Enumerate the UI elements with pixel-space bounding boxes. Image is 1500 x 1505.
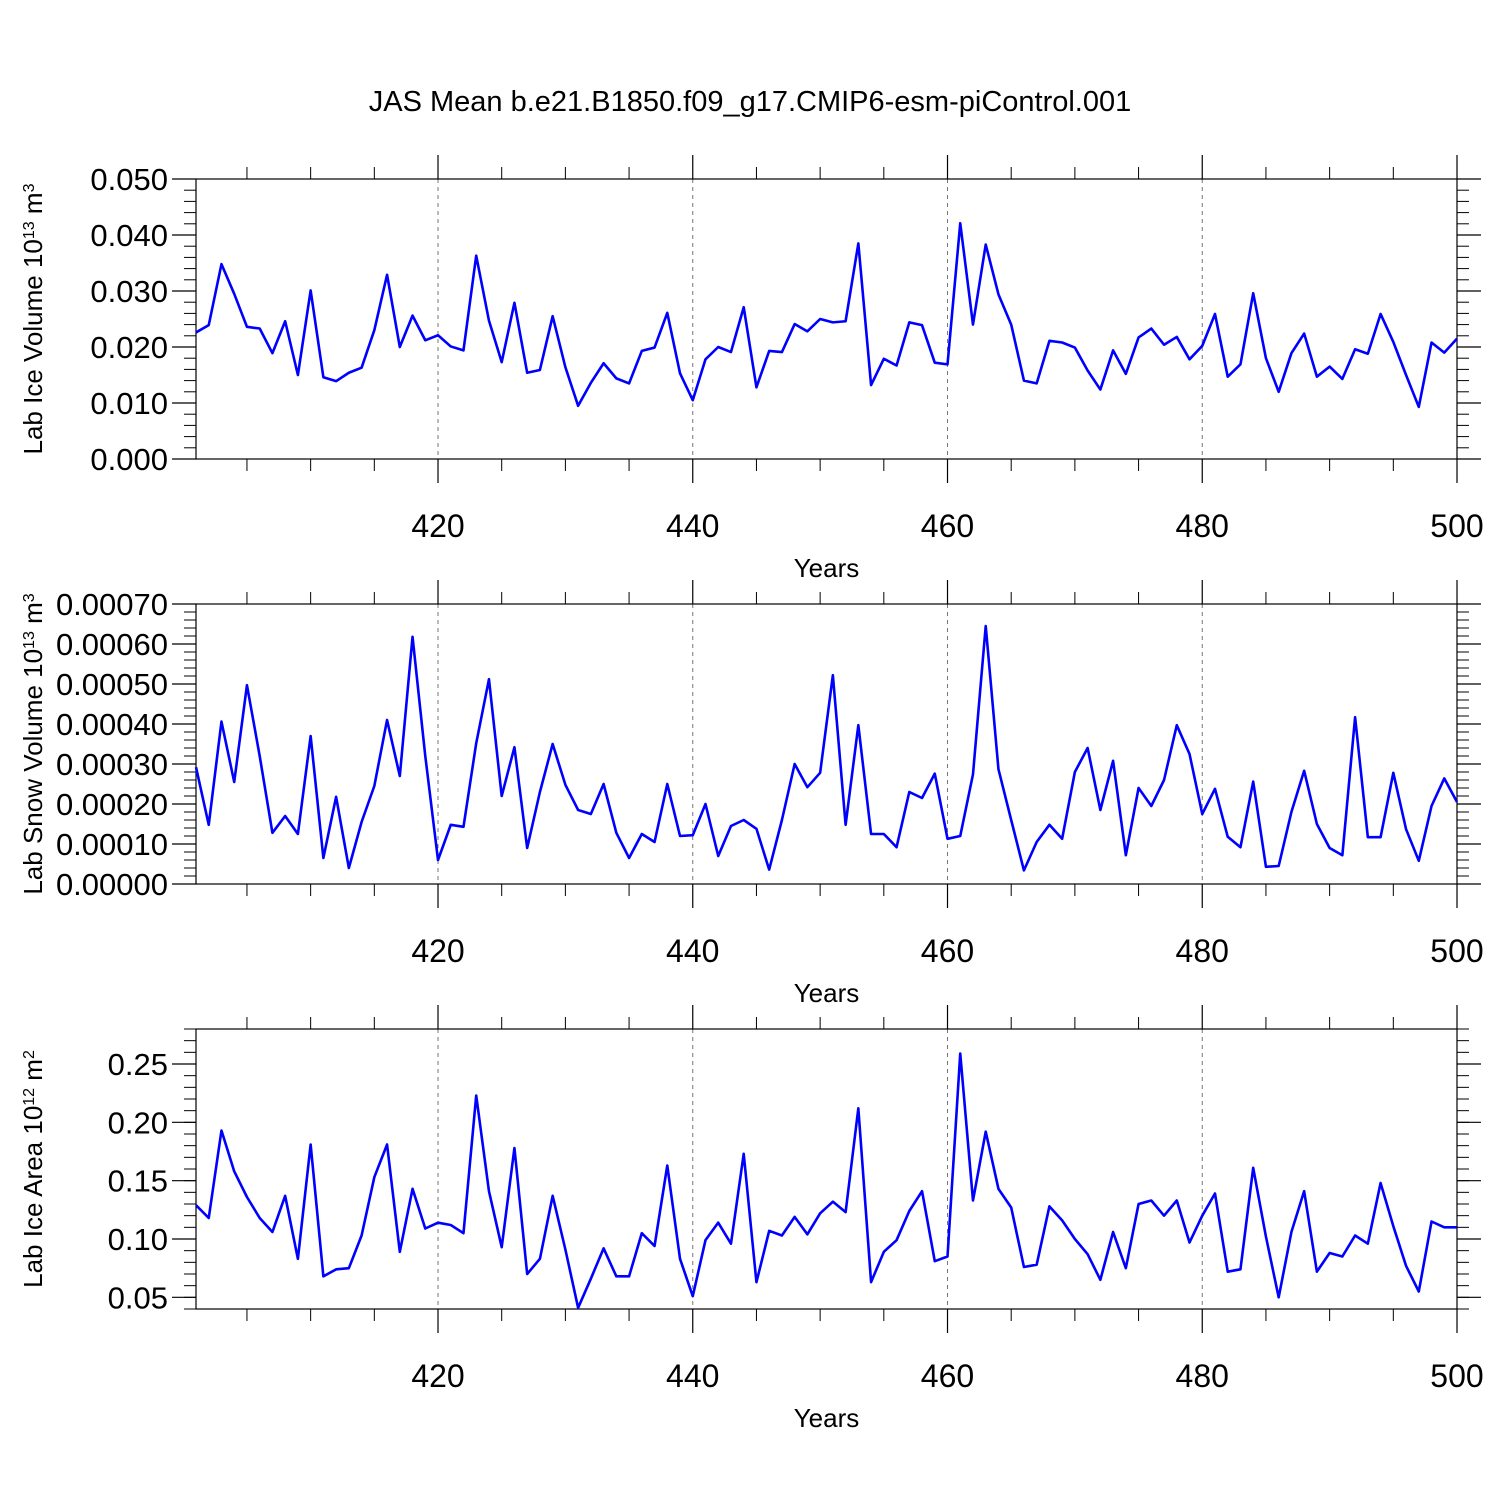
x-axis-label: Years — [794, 553, 860, 583]
x-tick-label: 460 — [921, 1358, 974, 1394]
y-tick-label: 0.00030 — [56, 747, 168, 782]
y-tick-label: 0.010 — [90, 386, 168, 421]
y-tick-label: 0.00060 — [56, 627, 168, 662]
y-tick-label: 0.000 — [90, 442, 168, 477]
plot-frame — [195, 603, 1458, 885]
y-tick-label: 0.030 — [90, 274, 168, 309]
x-tick-label: 500 — [1430, 1358, 1483, 1394]
y-tick-label: 0.15 — [108, 1164, 168, 1199]
y-tick-label: 0.050 — [90, 162, 168, 197]
x-tick-label: 480 — [1176, 933, 1229, 969]
y-axis-label-text: Lab Snow Volume 10 — [18, 649, 48, 895]
figure-title: JAS Mean b.e21.B1850.f09_g17.CMIP6-esm-p… — [368, 86, 1132, 118]
y-axis-label-superscript: 13 — [21, 221, 38, 239]
series-line — [195, 1052, 1457, 1310]
y-axis-label-text: Lab Ice Volume 10 — [18, 239, 48, 454]
y-tick-label: 0.00050 — [56, 667, 168, 702]
y-axis-label-superscript: 12 — [21, 1088, 38, 1106]
x-axis-label: Years — [794, 978, 860, 1008]
x-tick-label: 440 — [666, 1358, 719, 1394]
y-axis-label: Lab Ice Volume 1013 m3 — [18, 183, 48, 454]
y-axis-label: Lab Ice Area 1012 m2 — [18, 1050, 48, 1288]
x-tick-label: 480 — [1176, 1358, 1229, 1394]
y-tick-label: 0.00040 — [56, 707, 168, 742]
y-axis-label-text: m — [18, 1059, 48, 1088]
y-tick-label: 0.00070 — [56, 587, 168, 622]
y-axis-label-superscript: 13 — [21, 631, 38, 649]
y-tick-label: 0.00000 — [56, 867, 168, 902]
series-line — [194, 624, 1459, 872]
x-tick-label: 500 — [1430, 933, 1483, 969]
x-tick-label: 420 — [411, 1358, 464, 1394]
y-tick-label: 0.00020 — [56, 787, 168, 822]
y-axis-label-text: m — [18, 192, 48, 221]
y-tick-label: 0.05 — [108, 1280, 168, 1315]
series-line — [195, 221, 1458, 409]
y-tick-label: 0.00010 — [56, 827, 168, 862]
panel-2: 0.00000 0.00010 0.00020 0.00030 0.00040 0.000… — [18, 580, 1484, 1008]
panel-1: 0.000 0.010 0.020 0.030 0.040 0.050 420 440 460 4… — [18, 155, 1484, 583]
y-axis-label-superscript: 2 — [21, 1050, 38, 1059]
plot-frame — [195, 178, 1458, 460]
y-axis-label: Lab Snow Volume 1013 m3 — [18, 593, 48, 894]
x-tick-label: 420 — [411, 508, 464, 544]
y-axis-label-superscript: 3 — [21, 183, 38, 192]
y-tick-label: 0.25 — [108, 1047, 168, 1082]
x-tick-label: 500 — [1430, 508, 1483, 544]
panel-3: 0.05 0.10 0.15 0.20 0.25 420 440 460 480 500 Years… — [18, 1005, 1484, 1433]
x-tick-label: 480 — [1176, 508, 1229, 544]
plot-frame — [195, 1028, 1458, 1310]
y-tick-label: 0.20 — [108, 1105, 168, 1140]
x-tick-label: 460 — [921, 508, 974, 544]
x-tick-label: 440 — [666, 508, 719, 544]
y-tick-label: 0.040 — [90, 218, 168, 253]
y-tick-label: 0.020 — [90, 330, 168, 365]
x-tick-label: 420 — [411, 933, 464, 969]
x-tick-label: 440 — [666, 933, 719, 969]
x-axis-label: Years — [794, 1403, 860, 1433]
y-axis-label-superscript: 3 — [21, 593, 38, 602]
y-axis-label-text: m — [18, 602, 48, 631]
y-axis-label-text: Lab Ice Area 10 — [18, 1106, 48, 1288]
x-tick-label: 460 — [921, 933, 974, 969]
y-tick-label: 0.10 — [108, 1222, 168, 1257]
